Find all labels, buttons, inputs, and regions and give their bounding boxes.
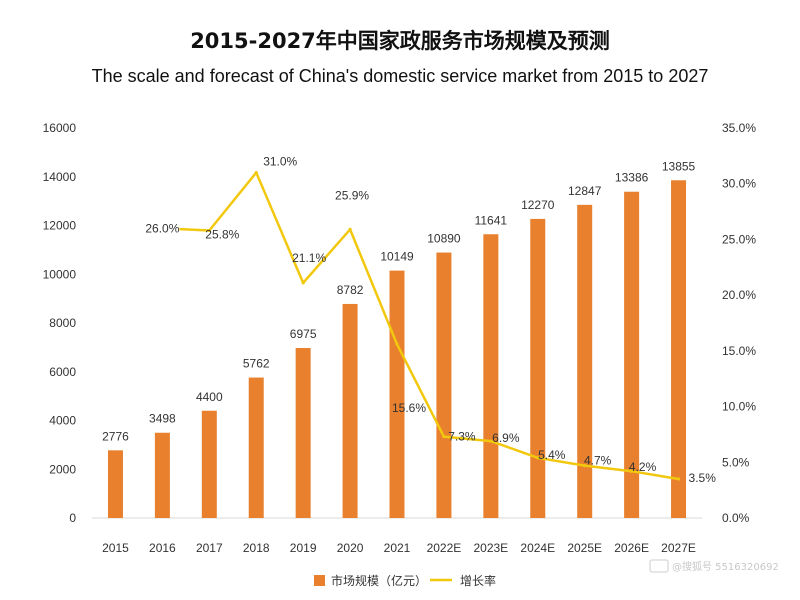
rate-value-label: 21.1% [292,251,326,265]
rate-value-label: 25.9% [335,188,369,202]
left-axis-tick-label: 16000 [43,121,77,135]
growth-rate-point-2022E [442,435,446,439]
bar-2019 [295,347,311,518]
right-axis-tick-label: 20.0% [722,288,756,302]
left-axis-tick-label: 8000 [49,316,76,330]
growth-rate-point-2020 [348,227,352,231]
right-axis-tick-label: 35.0% [722,121,756,135]
legend-bar-label: 市场规模（亿元） [331,573,427,588]
bar-label-group: 2776 3498 4400 5762 6975 8782 10149 10890 11641 1… [102,159,695,443]
x-axis-tick-label: 2025E [567,541,602,555]
right-axis: 0.0% 5.0% 10.0% 15.0% 20.0% 25.0% 30.0% 35.0% [722,121,756,525]
bar-2026E [624,191,640,518]
left-axis-tick-label: 14000 [43,170,77,184]
bar-value-label: 6975 [290,327,317,341]
rate-value-label: 15.6% [392,401,426,415]
rate-label-halo [145,220,180,236]
bar-value-label: 3498 [149,412,176,426]
legend: 市场规模（亿元） 增长率 [314,573,496,588]
rate-value-label: 4.7% [584,454,612,468]
left-axis-tick-label: 4000 [49,414,76,428]
bar-2020 [342,303,358,518]
bar-2023E [483,234,499,519]
rate-label-group: 26.0% 25.8% 31.0% 21.1% 25.9% 15.6% 7.3% 6.9% 5.… [145,155,716,485]
rate-value-label: 6.9% [492,431,520,445]
bar-2024E [530,218,546,518]
growth-rate-point-2024E [536,456,540,460]
bar-value-label: 12270 [521,198,555,212]
bar-2018 [248,377,264,518]
right-axis-tick-label: 30.0% [722,177,756,191]
rate-value-label: 5.4% [538,448,566,462]
rate-value-label: 26.0% [145,221,179,235]
right-axis-tick-label: 15.0% [722,344,756,358]
bar-series [107,180,687,519]
rate-value-label: 4.2% [629,460,657,474]
x-axis-tick-label: 2018 [243,541,270,555]
watermark-text: @搜狐号 5516320692 [672,560,779,573]
chart-subtitle: The scale and forecast of China's domest… [92,66,709,86]
bar-value-label: 10890 [427,232,461,246]
rate-value-label: 7.3% [448,430,476,444]
x-axis-tick-label: 2023E [473,541,508,555]
watermark-logo-icon [649,559,669,573]
x-axis: 2015 2016 2017 2018 2019 2020 2021 2022E 2023E 20… [92,517,702,555]
growth-rate-point-2025E [583,464,587,468]
growth-rate-point-2019 [301,281,305,285]
x-axis-tick-label: 2021 [384,541,411,555]
left-axis-tick-label: 2000 [49,462,76,476]
x-axis-tick-label: 2017 [196,541,223,555]
growth-rate-series [160,170,681,481]
bar-value-label: 5762 [243,357,270,371]
x-axis-tick-label: 2027E [661,541,696,555]
legend-bar-swatch [314,575,325,586]
bar-value-label: 2776 [102,429,129,443]
growth-rate-point-2023E [489,439,493,443]
bar-value-label: 4400 [196,390,223,404]
x-axis-tick-label: 2016 [149,541,176,555]
left-axis-tick-label: 10000 [43,267,77,281]
left-axis-tick-label: 12000 [43,219,77,233]
rate-value-label: 31.0% [263,155,297,169]
bar-value-label: 8782 [337,283,364,297]
rate-value-label: 3.5% [689,471,717,485]
x-axis-tick-label: 2019 [290,541,317,555]
legend-line-label: 增长率 [460,573,496,588]
watermark: @搜狐号 5516320692 [649,559,779,573]
growth-rate-point-2018 [254,170,258,175]
bar-2017 [201,410,217,518]
growth-rate-line [162,171,679,481]
bar-2015 [107,450,123,518]
right-axis-tick-label: 25.0% [722,232,756,246]
bar-2025E [577,204,593,518]
bar-2027E [671,180,687,519]
bar-value-label: 13386 [615,171,649,185]
x-axis-tick-label: 2022E [427,541,462,555]
bar-value-label: 10149 [380,250,414,264]
growth-rate-point-2017 [207,228,211,233]
growth-rate-point-2027E [676,477,681,481]
right-axis-tick-label: 10.0% [722,400,756,414]
chart-title: 2015-2027年中国家政服务市场规模及预测 [190,29,610,53]
x-axis-tick-label: 2020 [337,541,364,555]
growth-rate-point-2021 [395,342,399,346]
bar-value-label: 13855 [662,159,696,173]
bar-value-label: 12847 [568,184,602,198]
growth-rate-point-2026E [630,469,634,473]
bar-2016 [154,432,170,518]
x-axis-tick-label: 2015 [102,541,129,555]
rate-value-label: 25.8% [205,228,239,242]
left-axis-tick-label: 6000 [49,365,76,379]
right-axis-tick-label: 5.0% [722,455,750,469]
left-axis: 0 2000 4000 6000 8000 10000 12000 14000 16000 [43,121,77,525]
x-axis-tick-label: 2026E [614,541,649,555]
bar-value-label: 11641 [475,213,508,227]
right-axis-tick-label: 0.0% [722,511,750,525]
x-axis-tick-label: 2024E [520,541,555,555]
bar-2021 [389,270,405,518]
left-axis-tick-label: 0 [69,511,76,525]
bar-2022E [436,252,452,518]
